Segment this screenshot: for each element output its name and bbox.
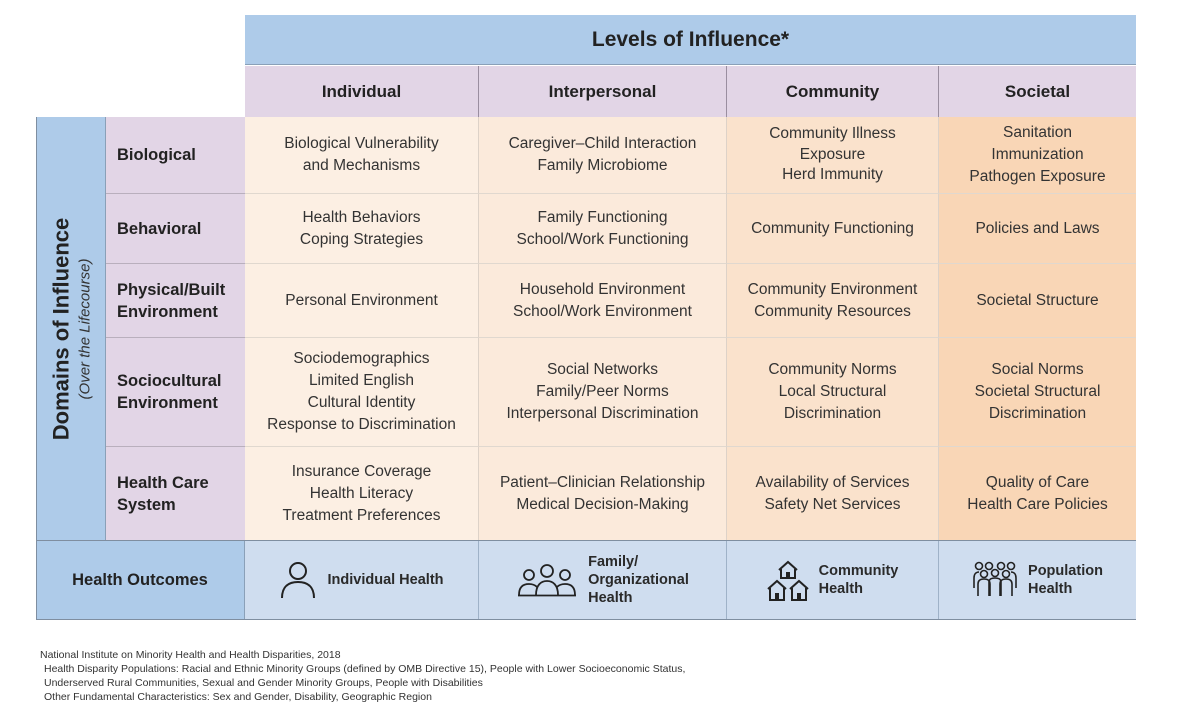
cell-behavioral-interpersonal: Family Functioning School/Work Functioni…: [479, 194, 727, 264]
footer-note-2: Underserved Rural Communities, Sexual an…: [44, 677, 483, 689]
person-icon: [281, 562, 316, 599]
footer-note-3: Other Fundamental Characteristics: Sex a…: [44, 691, 432, 703]
cell-healthcare-individual: Insurance Coverage Health Literacy Treat…: [245, 447, 479, 541]
cell-behavioral-community: Community Functioning: [727, 194, 939, 264]
cell-behavioral-societal: Policies and Laws: [939, 194, 1136, 264]
domains-of-influence-label: Domains of Influence (Over the Lifecours…: [36, 117, 106, 541]
cell-sociocultural-societal: Social Norms Societal Structural Discrim…: [939, 338, 1136, 447]
row-header-health-care-system: Health Care System: [106, 447, 245, 541]
row-header-biological: Biological: [106, 117, 245, 194]
column-header-interpersonal: Interpersonal: [479, 66, 727, 117]
cell-biological-individual: Biological Vulnerability and Mechanisms: [245, 117, 479, 194]
cell-sociocultural-community: Community Norms Local Structural Discrim…: [727, 338, 939, 447]
crowd-icon: [973, 561, 1017, 596]
cell-physical-community: Community Environment Community Resource…: [727, 264, 939, 338]
row-header-behavioral: Behavioral: [106, 194, 245, 264]
cell-biological-interpersonal: Caregiver–Child Interaction Family Micro…: [479, 117, 727, 194]
cell-sociocultural-interpersonal: Social Networks Family/Peer Norms Interp…: [479, 338, 727, 447]
cell-biological-societal: Sanitation Immunization Pathogen Exposur…: [939, 117, 1136, 194]
levels-of-influence-title: Levels of Influence*: [591, 27, 790, 51]
cell-sociocultural-individual: Sociodemographics Limited English Cultur…: [245, 338, 479, 447]
cell-physical-interpersonal: Household Environment School/Work Enviro…: [479, 264, 727, 338]
health-outcomes-label: Health Outcomes: [36, 541, 245, 619]
houses-icon: [766, 560, 809, 601]
cell-healthcare-interpersonal: Patient–Clinician Relationship Medical D…: [479, 447, 727, 541]
outcome-community-health: Community Health: [727, 541, 939, 619]
cell-healthcare-community: Availability of Services Safety Net Serv…: [727, 447, 939, 541]
row-header-sociocultural-environment: Sociocultural Environment: [106, 338, 245, 447]
outcomes-divider: [36, 540, 1136, 541]
column-header-societal: Societal: [939, 66, 1136, 117]
footer-source: National Institute on Minority Health an…: [40, 649, 341, 661]
family-icon: [518, 564, 577, 597]
levels-of-influence-header: Levels of Influence*: [245, 15, 1136, 65]
cell-physical-societal: Societal Structure: [939, 264, 1136, 338]
outcome-family-organizational-health: Family/ Organizational Health: [479, 541, 727, 619]
table-left-border: [36, 117, 37, 620]
domains-title: Domains of Influence: [48, 217, 73, 441]
outcome-individual-health: Individual Health: [245, 541, 479, 619]
column-header-community: Community: [727, 66, 939, 117]
cell-physical-individual: Personal Environment: [245, 264, 479, 338]
outcome-population-health: Population Health: [939, 541, 1136, 619]
footer-note-1: Health Disparity Populations: Racial and…: [44, 663, 686, 675]
cell-behavioral-individual: Health Behaviors Coping Strategies: [245, 194, 479, 264]
cell-biological-community: Community Illness Exposure Herd Immunity: [727, 117, 939, 194]
domains-subtitle: (Over the Lifecourse): [76, 258, 93, 400]
table-bottom-border: [36, 619, 1136, 620]
row-header-physical-built-environment: Physical/Built Environment: [106, 264, 245, 338]
cell-healthcare-societal: Quality of Care Health Care Policies: [939, 447, 1136, 541]
column-header-individual: Individual: [245, 66, 479, 117]
